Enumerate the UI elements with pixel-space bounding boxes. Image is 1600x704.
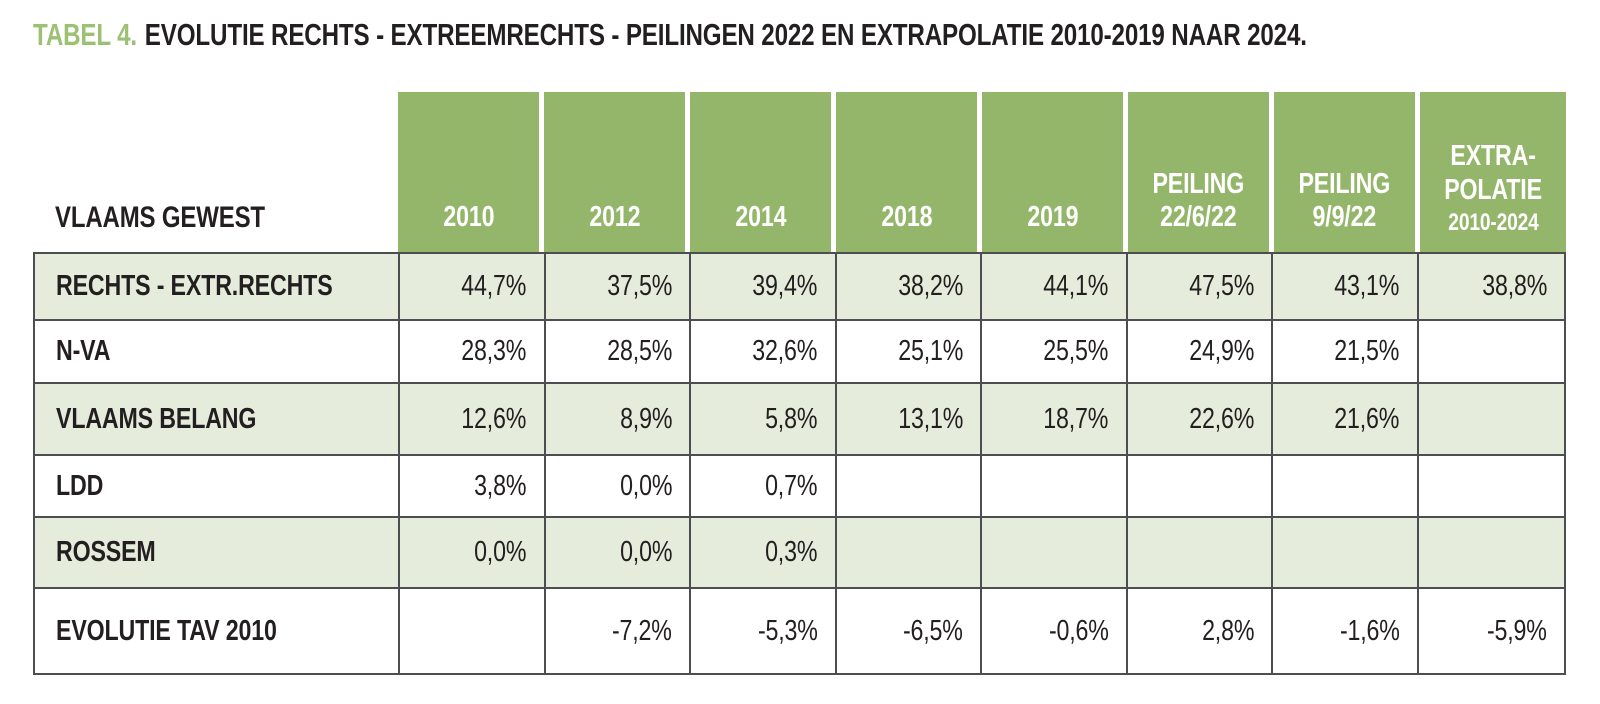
table-cell: 12,6% — [400, 384, 546, 456]
table-cell: 47,5% — [1127, 254, 1273, 321]
table-cell: -0,6% — [982, 589, 1128, 673]
table-cell: 18,7% — [982, 384, 1128, 456]
col-header-2018: 2018 — [836, 92, 982, 252]
table-cell: 0,0% — [545, 456, 691, 518]
table-number-label: TABEL 4. — [33, 17, 138, 52]
col-header-2012: 2012 — [544, 92, 690, 252]
table-cell: -5,3% — [691, 589, 837, 673]
table-cell — [1273, 456, 1419, 518]
table-cell: 39,4% — [691, 254, 837, 321]
table-cell: 43,1% — [1273, 254, 1419, 321]
table-cell: 38,2% — [836, 254, 982, 321]
table-title: TABEL 4. EVOLUTIE RECHTS - EXTREEMRECHTS … — [33, 17, 1600, 53]
table-cell: 2,8% — [1127, 589, 1273, 673]
table-cell — [1418, 518, 1564, 589]
table-cell: -5,9% — [1418, 589, 1564, 673]
table-cell: 25,1% — [836, 321, 982, 384]
table-cell — [982, 456, 1128, 518]
row-label: N-VA — [35, 321, 400, 384]
table-cell: 5,8% — [691, 384, 837, 456]
table-cell: 0,0% — [545, 518, 691, 589]
table-cell: 21,6% — [1273, 384, 1419, 456]
table-cell — [836, 518, 982, 589]
row-label: LDD — [35, 456, 400, 518]
table-cell: 25,5% — [982, 321, 1128, 384]
col-header-2010: 2010 — [398, 92, 544, 252]
col-header-2019: 2019 — [982, 92, 1128, 252]
table-cell: 24,9% — [1127, 321, 1273, 384]
table-cell: 28,3% — [400, 321, 546, 384]
table-body: RECHTS - EXTR.RECHTS 44,7% 37,5% 39,4% 3… — [33, 252, 1566, 675]
table-cell — [836, 456, 982, 518]
row-label: VLAAMS BELANG — [35, 384, 400, 456]
table-cell — [1418, 321, 1564, 384]
table-cell: 32,6% — [691, 321, 837, 384]
col-header-peiling-22-6-22: PEILING 22/6/22 — [1128, 92, 1274, 252]
table-cell — [400, 589, 546, 673]
row-label: EVOLUTIE TAV 2010 — [35, 589, 400, 673]
table-cell — [1127, 518, 1273, 589]
table-cell: 22,6% — [1127, 384, 1273, 456]
table-cell: 13,1% — [836, 384, 982, 456]
table-cell: 8,9% — [545, 384, 691, 456]
table-cell: 3,8% — [400, 456, 546, 518]
corner-header-vlaams-gewest: VLAAMS GEWEST — [33, 92, 398, 252]
table-cell — [1418, 456, 1564, 518]
table-cell — [1127, 456, 1273, 518]
row-label: RECHTS - EXTR.RECHTS — [35, 254, 400, 321]
table-cell: 0,3% — [691, 518, 837, 589]
col-header-2014: 2014 — [690, 92, 836, 252]
table-cell: 37,5% — [545, 254, 691, 321]
table-cell: -7,2% — [545, 589, 691, 673]
table-cell: 38,8% — [1418, 254, 1564, 321]
table-cell: 28,5% — [545, 321, 691, 384]
table-cell: 44,7% — [400, 254, 546, 321]
corner-header-label: VLAAMS GEWEST — [55, 201, 265, 235]
table-cell: -6,5% — [836, 589, 982, 673]
table-cell: 21,5% — [1273, 321, 1419, 384]
table-header-row: VLAAMS GEWEST 2010 2012 2014 2018 2019 P… — [33, 92, 1566, 252]
table-cell — [982, 518, 1128, 589]
table-cell: -1,6% — [1273, 589, 1419, 673]
row-label: ROSSEM — [35, 518, 400, 589]
table-cell: 0,7% — [691, 456, 837, 518]
table-cell — [1418, 384, 1564, 456]
table-cell — [1273, 518, 1419, 589]
col-header-extrapolatie-2010-2024: EXTRA- POLATIE 2010-2024 — [1420, 92, 1566, 252]
table-cell: 44,1% — [982, 254, 1128, 321]
table-title-text: EVOLUTIE RECHTS - EXTREEMRECHTS - PEILIN… — [144, 17, 1307, 52]
table-cell: 0,0% — [400, 518, 546, 589]
col-header-peiling-9-9-22: PEILING 9/9/22 — [1274, 92, 1420, 252]
